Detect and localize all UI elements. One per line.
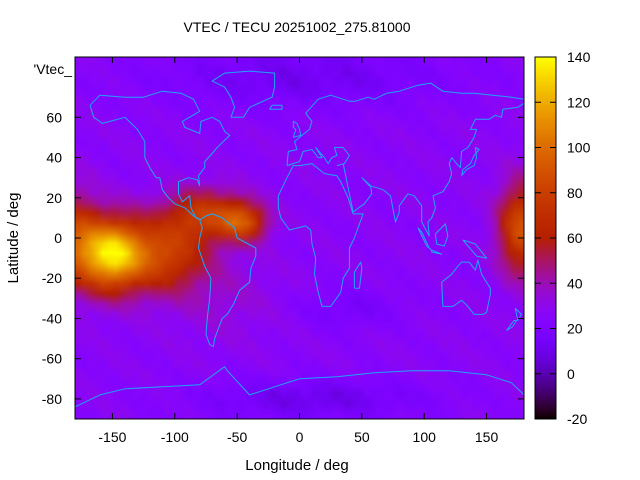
coastline-path (434, 223, 449, 247)
chart-title: VTEC / TECU 20251002_275.81000 (183, 19, 410, 35)
coastline-path (441, 259, 491, 315)
coastline-path (89, 90, 231, 221)
coastline-path (198, 213, 257, 348)
coastline-path (342, 102, 525, 237)
y-tick-label: 20 (46, 190, 62, 206)
y-axis-ticks: 60 40 20 0 -20 -40 -60 -80 (42, 109, 524, 407)
coastline-path (431, 249, 443, 255)
coastline-overlay (74, 70, 525, 408)
x-tick-label: -50 (227, 429, 247, 445)
x-axis-ticks: -150 -100 -50 0 50 100 150 (98, 57, 498, 445)
y-tick-label: -40 (42, 310, 62, 326)
colorbar-tick-label: 40 (567, 275, 583, 291)
coastline-path (353, 261, 363, 289)
colorbar-tick-label: 80 (567, 185, 583, 201)
x-tick-label: -100 (161, 429, 189, 445)
x-tick-label: -150 (98, 429, 126, 445)
y-tick-label: 40 (46, 150, 62, 166)
y-tick-label: 60 (46, 109, 62, 125)
x-tick-label: 0 (296, 429, 304, 445)
y-tick-label: -80 (42, 391, 62, 407)
colorbar-tick-label: 0 (567, 366, 575, 382)
coastline-path (292, 120, 302, 138)
x-tick-label: 150 (475, 429, 499, 445)
y-axis-label: Latitude / deg (5, 193, 22, 284)
coastline-path (417, 227, 433, 251)
colorbar-ticks: 140 120 100 80 60 40 20 0 -20 (535, 49, 591, 427)
colorbar-tick-label: 100 (567, 140, 591, 156)
coastline-path (386, 82, 525, 100)
coastline-path (461, 147, 480, 177)
coastline-path (211, 70, 276, 118)
coastline-path (286, 92, 388, 166)
x-tick-label: 100 (413, 429, 437, 445)
series-key-label: 'Vtec_ (34, 61, 73, 77)
coastline-path (277, 163, 364, 307)
coastline-path (286, 147, 350, 167)
y-tick-label: -60 (42, 351, 62, 367)
x-axis-label: Longitude / deg (245, 457, 348, 474)
y-tick-label: -20 (42, 270, 62, 286)
vtec-heatmap (75, 57, 524, 419)
coastline-path (462, 239, 488, 259)
x-tick-label: 50 (354, 429, 370, 445)
colorbar-tick-label: 60 (567, 230, 583, 246)
coastline-path (506, 320, 517, 331)
coastline-path (74, 366, 525, 408)
colorbar-tick-label: 20 (567, 321, 583, 337)
colorbar-tick-label: 140 (567, 49, 591, 65)
colorbar-tick-label: -20 (567, 411, 587, 427)
coastline-path (514, 308, 522, 321)
colorbar-tick-label: 120 (567, 94, 591, 110)
y-tick-label: 0 (54, 230, 62, 246)
coastline-path (269, 104, 283, 110)
